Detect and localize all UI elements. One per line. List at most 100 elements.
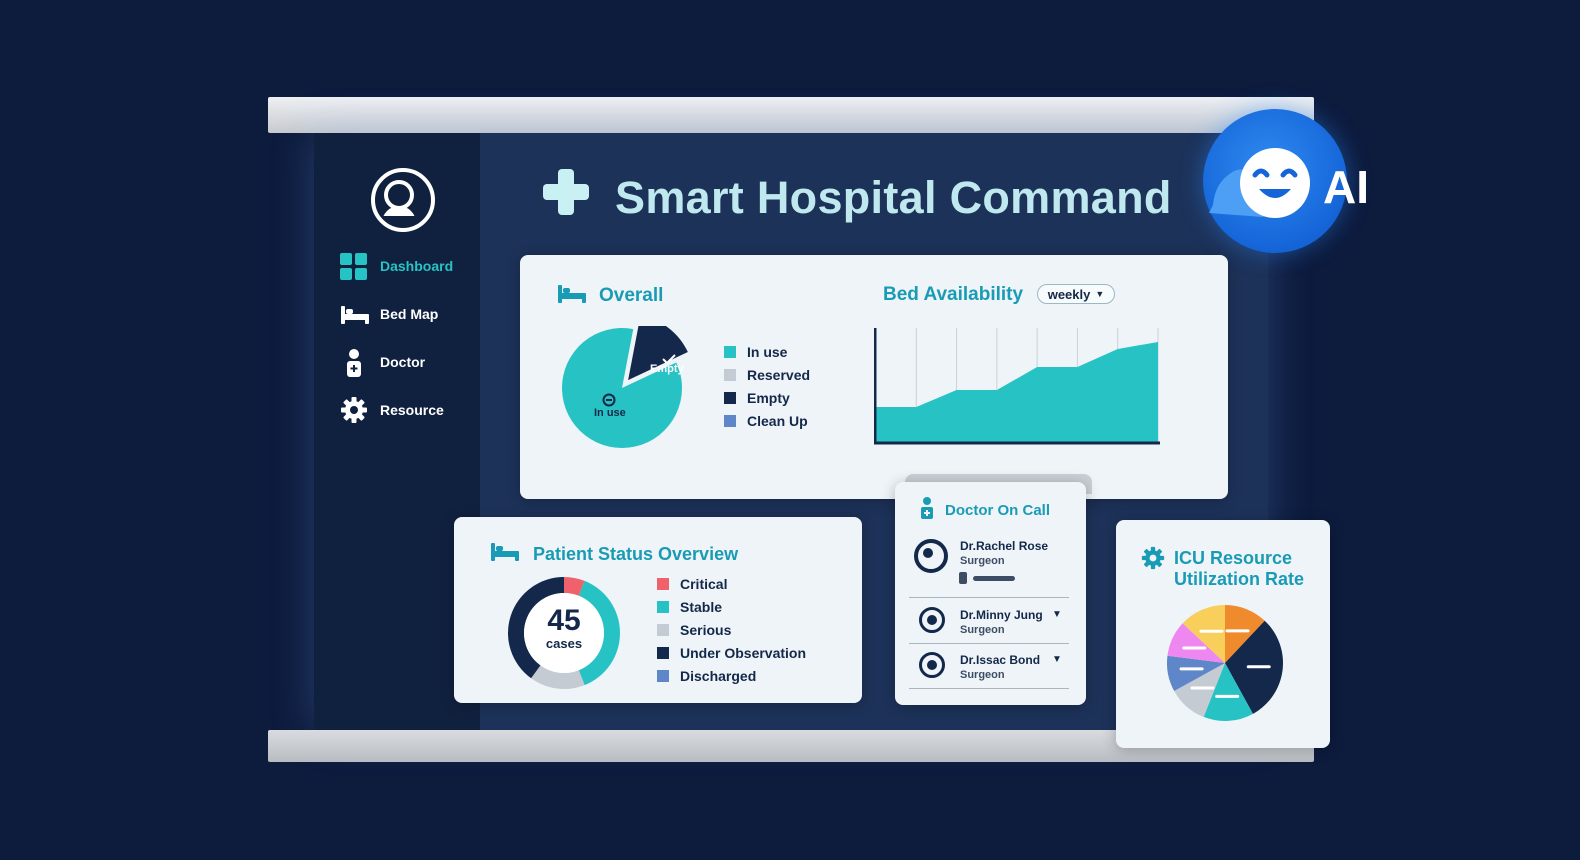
doctor-role: Surgeon xyxy=(960,624,1005,636)
legend-item: Empty xyxy=(724,390,790,406)
doctor-name: Dr.Rachel Rose xyxy=(960,539,1049,553)
minus-circle-icon xyxy=(602,393,616,412)
legend-label: Clean Up xyxy=(747,413,808,429)
donut-slice-serious xyxy=(531,665,585,689)
legend-label: Reserved xyxy=(747,367,811,383)
divider xyxy=(909,688,1069,689)
doctor-icon xyxy=(920,497,934,524)
legend-swatch xyxy=(724,392,736,404)
patient-total-unit: cases xyxy=(545,636,583,651)
user-avatar-icon[interactable] xyxy=(371,168,435,232)
legend-label: In use xyxy=(747,344,788,360)
ai-assistant-badge[interactable] xyxy=(1203,109,1347,253)
pie-slice-label-in-use: In use xyxy=(594,407,626,419)
legend-label: Stable xyxy=(680,599,723,615)
sidebar-item-dashboard[interactable]: Dashboard xyxy=(340,252,453,280)
sidebar-item-bed-map[interactable]: Bed Map xyxy=(340,300,438,328)
legend-item: Under Observation xyxy=(657,645,806,661)
divider xyxy=(909,597,1069,598)
sidebar-item-label: Bed Map xyxy=(380,306,439,322)
axis-line xyxy=(874,328,1160,445)
pie-slice xyxy=(1167,655,1225,691)
donut-slice-critical xyxy=(564,577,585,596)
overall-pie-chart xyxy=(562,326,688,448)
slice-label-placeholder xyxy=(1182,646,1207,650)
patient-status-heading: Patient Status Overview xyxy=(533,544,739,564)
bed-availability-heading: Bed Availability xyxy=(883,284,1024,305)
donut-slice-under-observation xyxy=(507,577,564,679)
ai-label: AI xyxy=(1323,161,1369,213)
legend-label: Under Observation xyxy=(680,645,807,661)
page-title: Smart Hospital Command xyxy=(615,172,1172,223)
legend-swatch xyxy=(724,369,736,381)
doctor-name: Dr.Minny Jung xyxy=(960,608,1043,622)
phone-icon xyxy=(959,572,967,584)
icu-utilization-pie xyxy=(1167,605,1283,721)
slice-label-placeholder xyxy=(1190,686,1215,690)
overall-heading: Overall xyxy=(599,285,664,306)
doctor-avatar xyxy=(919,652,945,678)
doctor-row[interactable]: Dr.Minny Jung Surgeon xyxy=(960,608,1120,636)
bed-availability-chart xyxy=(874,328,1160,445)
sidebar-item-resource[interactable]: Resource xyxy=(340,396,444,424)
doctor-icon xyxy=(340,348,368,377)
doctor-row[interactable]: Dr.Rachel Rose Surgeon xyxy=(960,539,1120,567)
legend-label: Serious xyxy=(680,622,732,638)
check-icon xyxy=(662,351,676,369)
pie-slice xyxy=(1167,623,1225,663)
icu-heading-line2: Utilization Rate xyxy=(1174,569,1305,589)
legend-swatch xyxy=(657,624,669,636)
bed-icon xyxy=(490,541,520,568)
chevron-down-icon[interactable]: ▼ xyxy=(1052,654,1062,665)
doctor-on-call-heading: Doctor On Call xyxy=(945,502,1051,519)
slice-label-placeholder xyxy=(1215,694,1240,698)
legend-label: Discharged xyxy=(680,668,757,684)
legend-label: Empty xyxy=(747,390,790,406)
pie-slice xyxy=(1174,663,1225,717)
sidebar xyxy=(314,133,480,730)
doctor-name: Dr.Issac Bond xyxy=(960,653,1041,667)
doctor-avatar xyxy=(914,539,948,573)
doctor-avatar xyxy=(919,607,945,633)
legend-item: In use xyxy=(724,344,787,360)
pie-slice xyxy=(1203,663,1253,721)
legend-item: Critical xyxy=(657,576,727,592)
chevron-down-icon[interactable]: ▼ xyxy=(1052,609,1062,620)
patient-total: 45 xyxy=(547,604,581,637)
legend-item: Clean Up xyxy=(724,413,808,429)
sidebar-item-doctor[interactable]: Doctor xyxy=(340,348,426,377)
sidebar-item-label: Dashboard xyxy=(380,258,454,274)
screen-frame-top xyxy=(268,97,1314,133)
pie-slice xyxy=(1225,605,1265,663)
sidebar-item-label: Doctor xyxy=(380,354,426,370)
legend-swatch xyxy=(657,578,669,590)
period-select-value: weekly xyxy=(1047,286,1091,302)
bed-icon xyxy=(340,300,369,328)
gear-icon xyxy=(1141,546,1165,575)
pie-slice-label-empty: Empty xyxy=(650,363,684,375)
area-series xyxy=(876,342,1158,442)
dashboard-icon xyxy=(340,252,368,280)
donut-slice-stable xyxy=(578,580,620,686)
doctor-row[interactable]: Dr.Issac Bond Surgeon xyxy=(960,653,1120,681)
ai-bell-icon xyxy=(1209,148,1310,218)
legend-swatch xyxy=(657,601,669,613)
patient-status-donut xyxy=(507,577,620,689)
period-select[interactable]: weekly ▼ xyxy=(1037,284,1115,304)
legend-label: Critical xyxy=(680,576,728,592)
chevron-down-icon: ▼ xyxy=(1095,289,1105,299)
donut-hole xyxy=(524,593,604,673)
legend-swatch xyxy=(724,415,736,427)
legend-swatch xyxy=(657,647,669,659)
slice-label-placeholder xyxy=(1199,629,1224,633)
legend-item: Stable xyxy=(657,599,722,615)
divider xyxy=(909,643,1069,644)
pie-slice xyxy=(1182,605,1225,663)
slice-label-placeholder xyxy=(1179,667,1204,671)
bed-icon xyxy=(557,283,587,310)
gear-icon xyxy=(340,396,368,424)
legend-swatch xyxy=(724,346,736,358)
sidebar-item-label: Resource xyxy=(380,402,444,418)
medical-cross-icon xyxy=(543,169,589,215)
legend-item: Serious xyxy=(657,622,731,638)
